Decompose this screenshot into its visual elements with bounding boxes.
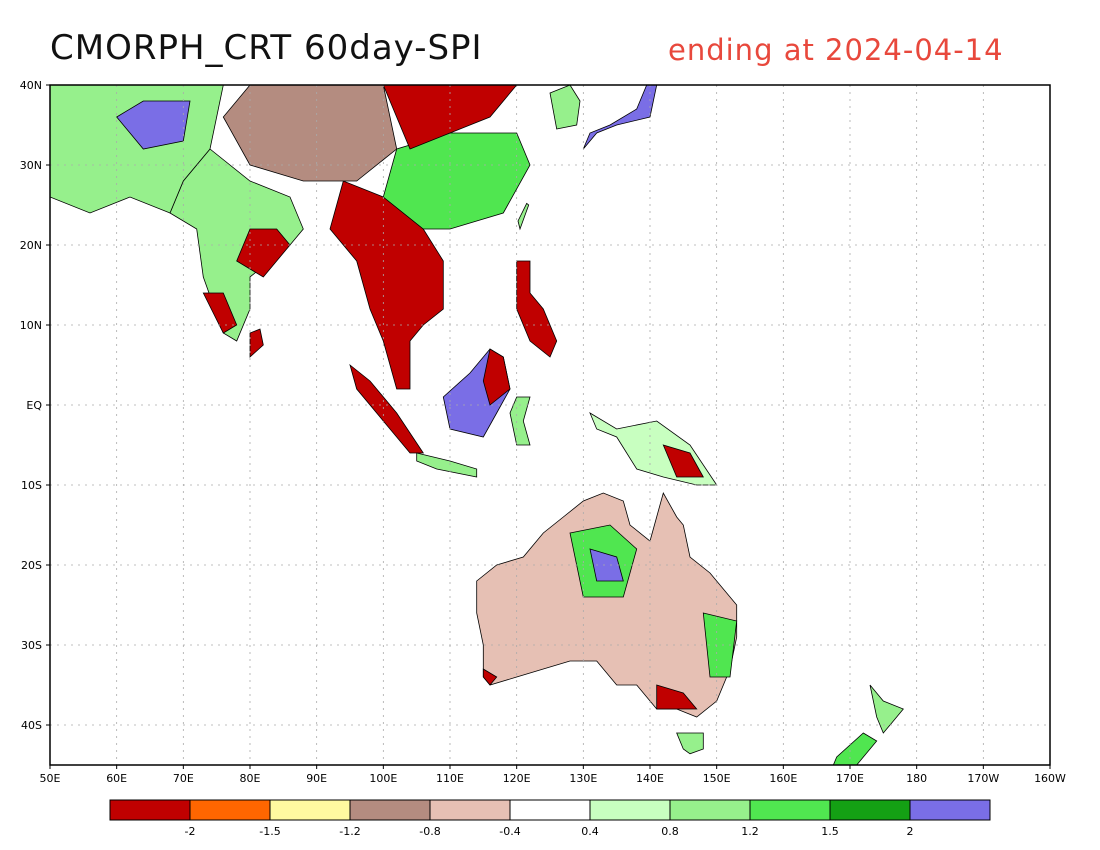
legend-label: 0.4 (581, 825, 599, 838)
x-tick-label: 160E (769, 772, 797, 785)
x-tick-label: 100E (369, 772, 397, 785)
region-tasmania (676, 732, 704, 755)
legend-label: -1.5 (259, 825, 280, 838)
legend-swatch (269, 799, 351, 821)
y-tick-label: EQ (26, 399, 42, 412)
region-borneo-east-dry (482, 348, 511, 406)
map-frame (49, 84, 1051, 766)
y-tick-label: 10S (21, 479, 42, 492)
legend-swatch (109, 799, 191, 821)
legend-label: -2 (185, 825, 196, 838)
y-tick-label: 30N (20, 159, 42, 172)
x-tick-label: 130E (569, 772, 597, 785)
legend-swatch (909, 799, 991, 821)
region-sri-lanka (249, 328, 264, 358)
region-china-north-dry (382, 85, 518, 150)
x-tick-label: 110E (436, 772, 464, 785)
x-tick-label: 90E (306, 772, 327, 785)
legend-swatch (509, 799, 591, 821)
y-axis-ticks: 40N 30N 20N 10N EQ 10S 20S 30S 40S (20, 79, 50, 732)
legend-swatch (589, 799, 671, 821)
y-tick-label: 20N (20, 239, 42, 252)
region-australia-gulf-wet (589, 548, 624, 582)
legend-label: 0.8 (661, 825, 679, 838)
legend-label: -0.4 (499, 825, 520, 838)
legend-swatch (669, 799, 751, 821)
y-tick-label: 40S (21, 719, 42, 732)
region-australia (476, 491, 738, 718)
legend-label: -0.8 (419, 825, 440, 838)
x-tick-label: 70E (173, 772, 194, 785)
x-tick-label: 170W (967, 772, 999, 785)
region-new-zealand-north (869, 684, 904, 734)
regions-layer (50, 85, 904, 765)
x-tick-label: 150E (703, 772, 731, 785)
x-tick-label: 60E (106, 772, 127, 785)
region-australia-southwest-dry (482, 668, 498, 686)
map-subtitle: ending at 2024-04-14 (668, 33, 1004, 67)
region-java (416, 452, 478, 478)
x-axis-ticks: 50E 60E 70E 80E 90E 100E 110E 120E 130E 140E 150E 1… (40, 765, 1066, 785)
region-philippines (516, 260, 558, 358)
x-tick-label: 80E (240, 772, 261, 785)
x-tick-label: 160W (1034, 772, 1066, 785)
legend-swatch (189, 799, 271, 821)
y-tick-label: 20S (21, 559, 42, 572)
region-sulawesi (509, 396, 531, 446)
y-tick-label: 10N (20, 319, 42, 332)
color-legend: -2 -1.5 -1.2 -0.8 -0.4 0.4 0.8 1.2 1.5 2 (109, 799, 991, 838)
region-new-zealand-south (832, 732, 878, 765)
legend-swatch (349, 799, 431, 821)
x-tick-label: 50E (40, 772, 61, 785)
region-sumatra (349, 363, 425, 454)
region-new-guinea-dry (662, 444, 704, 478)
legend-label: 1.5 (821, 825, 839, 838)
x-tick-label: 120E (503, 772, 531, 785)
legend-label: 2 (907, 825, 914, 838)
map-title: CMORPH_CRT 60day-SPI (50, 28, 483, 68)
region-taiwan (517, 202, 530, 231)
region-australia-southeast-dry (656, 684, 698, 710)
legend-swatch (749, 799, 831, 821)
legend-swatch (829, 799, 911, 821)
x-tick-label: 140E (636, 772, 664, 785)
legend-swatch (429, 799, 511, 821)
region-australia-east-wet (702, 612, 738, 678)
region-tibet (222, 85, 398, 182)
y-tick-label: 40N (20, 79, 42, 92)
legend-label: -1.2 (339, 825, 360, 838)
y-tick-label: 30S (21, 639, 42, 652)
legend-label: 1.2 (741, 825, 759, 838)
x-tick-label: 170E (836, 772, 864, 785)
region-india-south-dry (202, 292, 238, 334)
region-japan (582, 85, 658, 150)
region-china-south (382, 132, 531, 230)
grid-layer (50, 85, 1050, 765)
region-afghan-wet (116, 100, 191, 150)
region-korea (549, 85, 581, 130)
x-tick-label: 180 (906, 772, 927, 785)
